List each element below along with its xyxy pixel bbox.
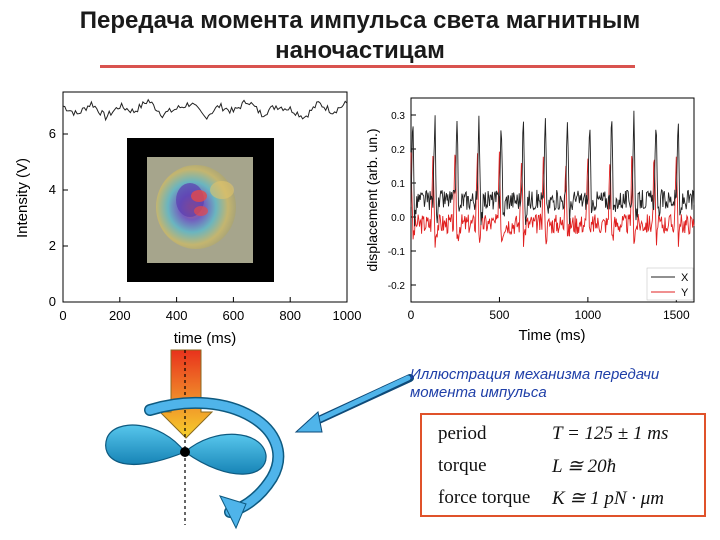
- y-tick-label: 2: [49, 238, 56, 253]
- intensity-y-tick-labels: 0 2 4 6: [49, 126, 56, 309]
- legend-label-x: X: [681, 272, 689, 284]
- propeller-left-blade-icon: [105, 424, 186, 465]
- y-tick-label: 0.2: [391, 145, 405, 156]
- torque-illustration: [105, 349, 414, 530]
- displacement-y-axis-label: displacement (arb. un.): [364, 128, 380, 271]
- formula-row-force-torque: force torque K ≅ 1 pN · μm: [422, 483, 708, 515]
- formula-row-period: period T = 125 ± 1 ms: [422, 419, 708, 451]
- intensity-x-tick-labels: 0 200 400 600 800 1000: [59, 308, 361, 323]
- x-tick-label: 1500: [663, 308, 690, 322]
- propeller-right-blade-icon: [184, 433, 267, 475]
- intensity-trace: [62, 98, 348, 122]
- intensity-y-axis-label: Intensity (V): [14, 158, 31, 238]
- pointer-arrowhead-icon: [294, 411, 323, 433]
- light-beam-arrow-icon: [158, 349, 214, 439]
- formula-expression: K ≅ 1 pN · μm: [552, 488, 665, 509]
- y-tick-label: 6: [49, 126, 56, 141]
- x-tick-label: 800: [279, 308, 301, 323]
- x-tick-label: 500: [489, 308, 509, 322]
- rotation-arrowhead-icon: [219, 495, 247, 530]
- intensity-plot-frame: [62, 91, 348, 303]
- illustration-caption: Иллюстрация механизма передачи момента и…: [410, 366, 660, 401]
- x-tick-label: 400: [166, 308, 188, 323]
- intensity-ticks: [62, 133, 348, 303]
- y-tick-label: 4: [49, 182, 56, 197]
- intensity-x-axis-label: time (ms): [174, 330, 237, 347]
- displacement-plot: 0 500 1000 1500 0.3 0.2 0.1 0.0 -0.1 -0.2 Time (…: [364, 97, 695, 344]
- displacement-x-axis-label: Time (ms): [519, 327, 586, 344]
- y-tick-label: -0.2: [388, 281, 406, 292]
- x-tick-label: 1000: [575, 308, 602, 322]
- x-tick-label: 200: [109, 308, 131, 323]
- y-tick-label: -0.1: [388, 247, 406, 258]
- displacement-legend: X Y: [646, 267, 694, 301]
- formula-box: period T = 125 ± 1 ms torque L ≅ 20ħ for…: [420, 413, 706, 517]
- intensity-plot: 0 200 400 600 800 1000 0 2 4 6 time (ms) Intensi…: [14, 91, 361, 347]
- displacement-x-tick-labels: 0 500 1000 1500: [408, 308, 690, 322]
- legend-label-y: Y: [681, 287, 689, 299]
- formula-label: torque: [438, 455, 487, 476]
- pointer-arrow-icon: [309, 375, 411, 426]
- formula-label: period: [438, 423, 487, 444]
- y-tick-label: 0.3: [391, 111, 405, 122]
- formula-label: force torque: [438, 487, 531, 508]
- y-tick-label: 0.0: [391, 213, 405, 224]
- series-y-line: [410, 151, 695, 248]
- y-tick-label: 0: [49, 294, 56, 309]
- x-tick-label: 0: [408, 308, 415, 322]
- title-underline: [100, 65, 635, 68]
- nanoparticle-image: [127, 138, 274, 282]
- x-tick-label: 1000: [333, 308, 362, 323]
- page-title: Передача момента импульса света магнитны…: [79, 7, 641, 64]
- displacement-y-tick-labels: 0.3 0.2 0.1 0.0 -0.1 -0.2: [388, 111, 406, 292]
- series-x-line: [410, 110, 695, 227]
- displacement-ticks: [410, 114, 677, 302]
- formula-expression: L ≅ 20ħ: [552, 456, 617, 477]
- x-tick-label: 600: [223, 308, 245, 323]
- formula-row-torque: torque L ≅ 20ħ: [422, 451, 708, 483]
- x-tick-label: 0: [59, 308, 66, 323]
- y-tick-label: 0.1: [391, 179, 405, 190]
- formula-expression: T = 125 ± 1 ms: [552, 423, 669, 444]
